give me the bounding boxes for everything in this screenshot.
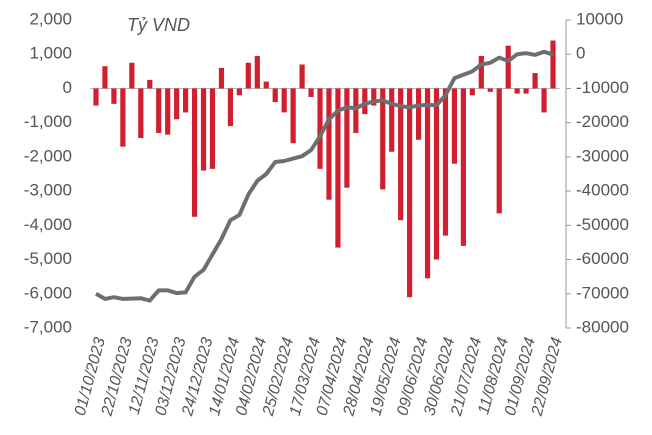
bar	[218, 67, 225, 89]
bar	[380, 88, 386, 190]
bar	[183, 88, 189, 113]
bar	[541, 88, 547, 113]
y2-tick-label: -40000	[576, 181, 629, 200]
bar	[344, 88, 350, 188]
unit-label: Tỷ VND	[127, 15, 190, 35]
bar	[281, 88, 287, 113]
y2-tick-label: -30000	[576, 146, 629, 165]
bar	[147, 79, 153, 89]
bar	[120, 88, 126, 147]
bar	[469, 88, 475, 96]
y-tick-label: -4,000	[24, 215, 72, 234]
bar	[505, 45, 511, 89]
bar	[138, 88, 144, 139]
y-tick-label: -1,000	[24, 112, 72, 131]
y-tick-label: -5,000	[24, 249, 72, 268]
bar	[371, 88, 377, 106]
bar	[308, 88, 314, 97]
y2-tick-label: 0	[576, 44, 585, 63]
bar	[165, 88, 171, 135]
bar	[326, 88, 332, 200]
bar	[272, 88, 278, 103]
bar	[174, 88, 180, 120]
y-tick-label: -7,000	[24, 317, 72, 336]
bar	[532, 73, 538, 89]
bar	[236, 88, 242, 96]
bar	[398, 88, 404, 221]
bar	[200, 88, 207, 171]
y2-tick-label: -10000	[576, 78, 629, 97]
y2-tick-label: 10000	[576, 9, 623, 28]
y-tick-label: -2,000	[24, 146, 72, 165]
bar	[102, 66, 108, 89]
bar	[191, 88, 198, 217]
bar	[523, 88, 529, 94]
y-tick-label: 0	[63, 78, 72, 97]
bar	[460, 88, 466, 246]
y2-tick-label: -70000	[576, 283, 629, 302]
y2-tick-label: -20000	[576, 112, 629, 131]
bar	[263, 81, 269, 89]
bar	[335, 88, 341, 248]
y-tick-label: 1,000	[29, 44, 72, 63]
y2-tick-label: -60000	[576, 249, 629, 268]
y2-tick-label: -50000	[576, 215, 629, 234]
bar	[407, 88, 413, 298]
bar	[129, 62, 135, 89]
line-series	[95, 49, 554, 303]
bar	[451, 88, 458, 164]
bar	[433, 88, 440, 260]
bar	[389, 88, 395, 152]
bar	[93, 88, 99, 106]
bar	[254, 55, 260, 89]
y2-tick-label: -80000	[576, 317, 629, 336]
bar	[442, 88, 449, 236]
bar	[415, 88, 422, 140]
bar	[487, 88, 493, 92]
bar	[424, 88, 431, 279]
bar	[111, 88, 117, 104]
y-tick-label: -3,000	[24, 181, 72, 200]
bar	[353, 88, 359, 133]
bar	[290, 88, 296, 144]
bar	[299, 64, 305, 89]
bar	[362, 88, 368, 115]
bar	[514, 88, 520, 94]
y-tick-label: -6,000	[24, 283, 72, 302]
bar	[156, 88, 162, 133]
y-tick-label: 2,000	[29, 9, 72, 28]
bar	[478, 55, 484, 89]
bar	[496, 88, 502, 214]
bar	[227, 88, 234, 127]
bar	[209, 88, 216, 169]
bar	[245, 62, 251, 89]
bar	[317, 88, 323, 169]
bar	[550, 40, 556, 89]
